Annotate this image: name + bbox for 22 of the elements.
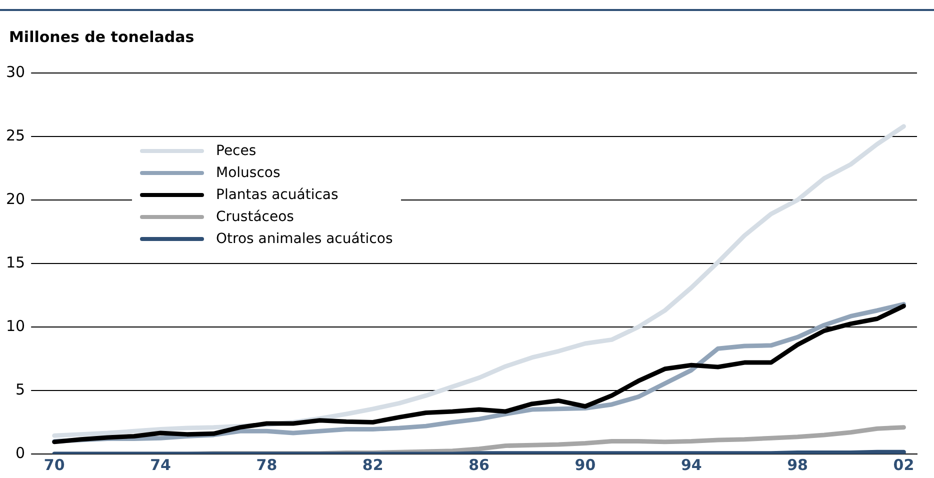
y-axis-title: Millones de toneladas [9,28,194,46]
y-tick-label: 10 [6,316,26,335]
legend-label: Moluscos [216,165,280,181]
y-tick-label: 20 [6,190,26,208]
x-tick-label: 98 [787,456,808,474]
x-tick-label: 94 [680,456,702,474]
x-tick-label: 78 [256,456,278,474]
y-tick-label: 15 [6,253,26,272]
x-tick-label: 70 [44,456,65,474]
y-tick-label: 25 [6,126,26,144]
legend-label: Plantas acuáticas [216,187,338,203]
legend-label: Peces [216,143,256,159]
x-tick-label: 02 [893,456,914,474]
x-tick-label: 86 [468,456,490,474]
x-tick-label: 74 [150,456,171,474]
y-tick-label: 0 [16,444,26,462]
y-tick-label: 5 [16,380,26,398]
legend-label: Otros animales acuáticos [216,231,393,247]
legend-label: Crustáceos [216,209,294,225]
x-tick-label: 82 [362,456,384,474]
y-tick-label: 30 [6,62,26,81]
x-tick-label: 90 [574,456,596,474]
